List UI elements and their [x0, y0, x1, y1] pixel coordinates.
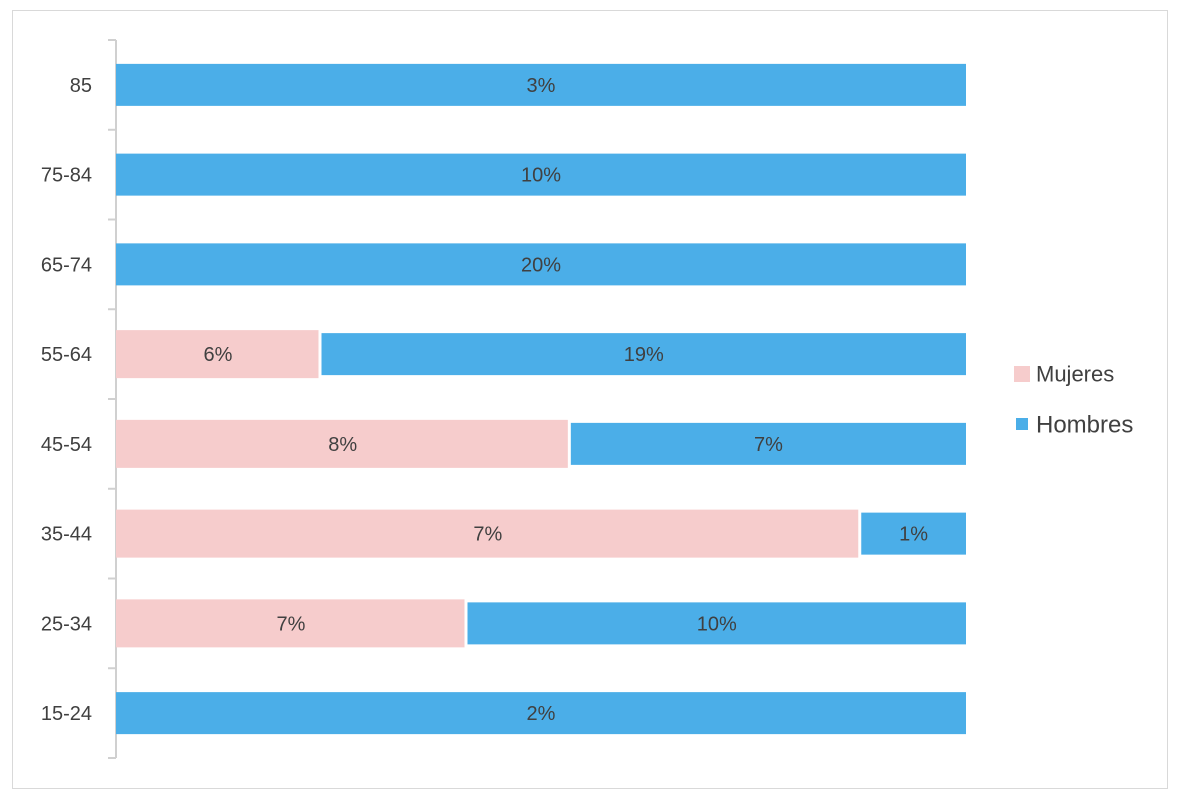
- data-label-hombres: 20%: [521, 254, 561, 276]
- data-label-hombres: 3%: [527, 75, 556, 97]
- y-tick-label: 85: [70, 75, 92, 97]
- data-label-mujeres: 6%: [204, 344, 233, 366]
- y-tick-label: 75-84: [41, 165, 92, 187]
- bar-hombres: [116, 153, 966, 196]
- data-label-hombres: 19%: [624, 344, 664, 366]
- bar-mujeres: [116, 330, 319, 379]
- legend-label-mujeres: Mujeres: [1036, 362, 1114, 387]
- data-label-hombres: 10%: [521, 165, 561, 187]
- data-label-hombres: 7%: [754, 434, 783, 456]
- bar-hombres: [861, 512, 966, 555]
- legend-swatch-mujeres: [1014, 366, 1030, 382]
- y-tick-label: 35-44: [41, 524, 92, 546]
- bar-hombres: [467, 602, 966, 645]
- data-label-mujeres: 8%: [328, 434, 357, 456]
- bar-mujeres: [116, 509, 859, 558]
- y-tick-label: 25-34: [41, 613, 92, 635]
- data-label-hombres: 10%: [697, 613, 737, 635]
- y-tick-label: 65-74: [41, 254, 92, 276]
- data-label-hombres: 2%: [527, 703, 556, 725]
- data-label-hombres: 1%: [899, 524, 928, 546]
- y-tick-label: 15-24: [41, 703, 92, 725]
- legend-label-hombres: Hombres: [1036, 411, 1133, 438]
- y-tick-label: 45-54: [41, 434, 92, 456]
- data-label-mujeres: 7%: [277, 613, 306, 635]
- legend-swatch-hombres: [1016, 418, 1028, 430]
- bar-hombres: [321, 333, 966, 376]
- bar-hombres: [116, 63, 966, 106]
- chart-frame: [12, 10, 1168, 789]
- bar-hombres: [570, 422, 966, 465]
- bar-mujeres: [116, 419, 568, 468]
- bar-mujeres: [116, 599, 465, 648]
- bar-hombres: [116, 692, 966, 735]
- data-label-mujeres: 7%: [473, 524, 502, 546]
- bar-hombres: [116, 243, 966, 286]
- y-tick-label: 55-64: [41, 344, 92, 366]
